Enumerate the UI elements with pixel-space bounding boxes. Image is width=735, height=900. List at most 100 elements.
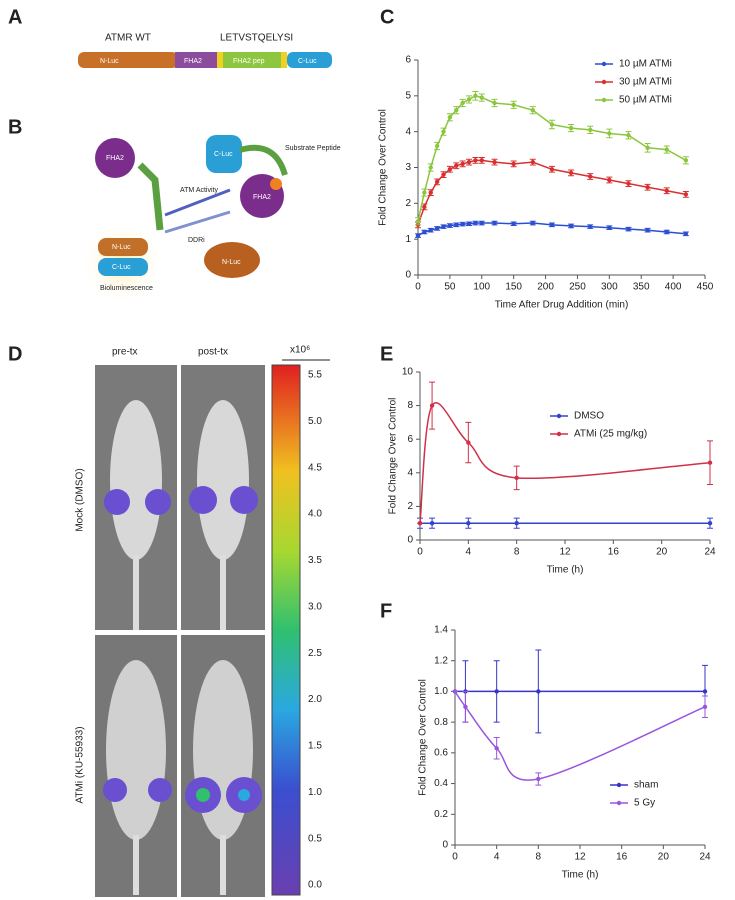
legend-label: ATMi (25 mg/kg): [574, 429, 647, 440]
point: [447, 167, 453, 172]
column-label: post-tx: [198, 347, 228, 358]
y-tick-label: 1.0: [434, 686, 448, 697]
node-label: FHA2: [253, 194, 271, 201]
point: [664, 188, 669, 193]
x-tick-label: 350: [633, 282, 650, 293]
y-tick-label: 0.4: [434, 778, 448, 789]
point: [466, 521, 471, 526]
point: [514, 521, 519, 526]
y-tick-label: 0.2: [434, 809, 448, 820]
node-label: N-Luc: [222, 259, 241, 266]
point: [434, 179, 440, 185]
y-tick-label: 8: [407, 400, 413, 411]
point: [645, 185, 650, 190]
y-tick-label: 6: [405, 55, 411, 66]
point: [549, 122, 555, 127]
x-tick-label: 200: [537, 282, 554, 293]
point: [422, 190, 427, 195]
point: [645, 145, 650, 150]
column-label: pre-tx: [112, 347, 138, 358]
node-label: FHA2: [106, 155, 124, 162]
legend-label: sham: [634, 780, 658, 791]
y-tick-label: 0: [407, 535, 413, 546]
y-tick-label: 0.6: [434, 747, 448, 758]
colorbar-tick-label: 0.0: [308, 880, 322, 891]
colorbar-tick-label: 1.0: [308, 787, 322, 798]
y-tick-label: 2: [407, 501, 413, 512]
point: [530, 220, 535, 226]
y-axis-label: Fold Change Over Control: [378, 109, 389, 226]
point: [607, 131, 612, 136]
y-tick-label: 1.2: [434, 655, 448, 666]
x-tick-label: 400: [665, 282, 682, 293]
x-tick-label: 16: [616, 852, 628, 863]
point: [664, 229, 669, 235]
y-tick-label: 4: [407, 467, 413, 478]
node-label: Substrate Peptide: [285, 145, 341, 152]
point: [454, 163, 459, 168]
segment-label: FHA2 pep: [233, 58, 265, 65]
point: [494, 746, 499, 751]
point: [447, 223, 453, 228]
point: [626, 133, 631, 138]
colorbar-tick-label: 5.5: [308, 370, 322, 381]
x-tick-label: 150: [505, 282, 522, 293]
point: [549, 167, 555, 172]
panel-letter: A: [8, 6, 22, 28]
schematic: [80, 135, 288, 304]
construct-bar: [78, 52, 332, 68]
point: [454, 107, 459, 113]
legend-marker: [556, 413, 562, 419]
point: [494, 689, 499, 694]
x-tick-label: 12: [574, 852, 586, 863]
construct-label: ATMR WT: [105, 33, 151, 44]
point: [415, 233, 421, 238]
x-tick-label: 8: [536, 852, 542, 863]
colorbar-unit: x10⁶: [290, 345, 310, 356]
point: [422, 204, 427, 210]
point: [479, 158, 484, 163]
point: [702, 689, 708, 694]
y-tick-label: 5: [405, 90, 411, 101]
panel-letter: B: [8, 116, 22, 138]
node-label: C-Luc: [112, 264, 131, 271]
point: [707, 460, 713, 465]
point: [466, 221, 472, 226]
series-line: [417, 222, 686, 237]
legend-label: DMSO: [574, 411, 604, 422]
legend-marker: [601, 79, 607, 85]
point: [588, 174, 593, 179]
row-label: Mock (DMSO): [75, 468, 86, 531]
point: [530, 159, 535, 165]
x-tick-label: 24: [704, 547, 716, 558]
point: [607, 225, 612, 230]
point: [441, 224, 446, 229]
point: [452, 689, 458, 694]
point: [460, 161, 465, 167]
x-tick-label: 0: [452, 852, 458, 863]
x-tick-label: 8: [514, 547, 520, 558]
point: [514, 475, 519, 481]
point: [428, 228, 433, 233]
series-line: [417, 95, 687, 222]
y-tick-label: 1: [405, 234, 411, 245]
y-tick-label: 0: [442, 840, 448, 851]
point: [429, 521, 435, 526]
legend-label: 5 Gy: [634, 798, 655, 809]
point: [479, 95, 484, 100]
x-tick-label: 250: [569, 282, 586, 293]
x-tick-label: 4: [494, 852, 500, 863]
point: [473, 158, 478, 163]
x-tick-label: 0: [417, 547, 423, 558]
point: [441, 172, 446, 177]
point: [492, 159, 497, 165]
point: [454, 222, 459, 228]
y-tick-label: 2: [405, 198, 411, 209]
row-label: ATMi (KU-55933): [75, 726, 86, 803]
point: [473, 93, 478, 99]
point: [707, 521, 713, 526]
point: [645, 228, 650, 233]
y-tick-label: 0.8: [434, 717, 448, 728]
x-tick-label: 50: [444, 282, 456, 293]
